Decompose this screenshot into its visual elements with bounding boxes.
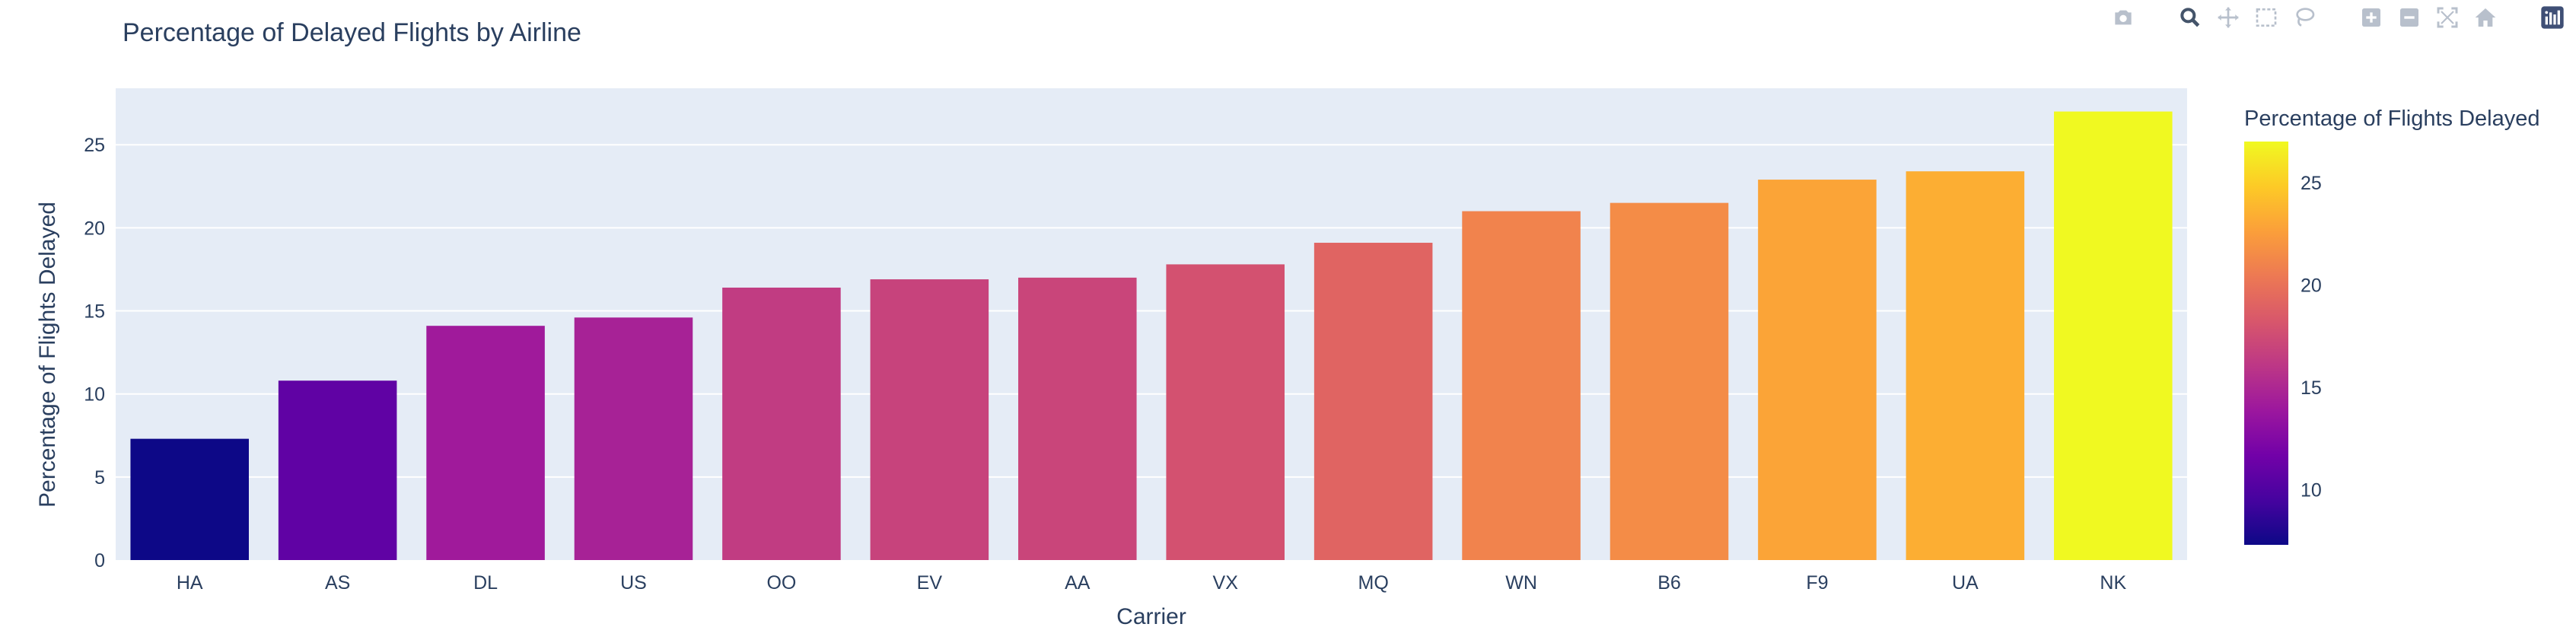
y-tick-label: 0: [94, 550, 105, 571]
bar-vx[interactable]: [1166, 264, 1285, 560]
y-tick-label: 25: [84, 135, 105, 156]
bar-ha[interactable]: [130, 438, 249, 560]
modebar: [2110, 5, 2565, 30]
y-tick-label: 15: [84, 301, 105, 323]
y-tick-label: 5: [94, 467, 105, 489]
bar-f9[interactable]: [1758, 180, 1877, 560]
colorbar-tick-label: 15: [2301, 377, 2322, 399]
x-tick-label: F9: [1806, 572, 1828, 594]
zoom-icon[interactable]: [2177, 5, 2203, 30]
x-tick-label: UA: [1952, 572, 1979, 594]
bar-dl[interactable]: [426, 326, 545, 560]
bar-oo[interactable]: [722, 287, 841, 560]
bar-ev[interactable]: [870, 279, 989, 560]
colorbar-tick-label: 25: [2301, 173, 2322, 194]
bar-ua[interactable]: [1906, 171, 2025, 561]
x-tick-label: HA: [177, 572, 203, 594]
bar-aa[interactable]: [1018, 277, 1137, 560]
x-tick-label: US: [620, 572, 647, 594]
x-tick-label: DL: [473, 572, 498, 594]
pan-icon[interactable]: [2215, 5, 2241, 30]
x-tick-label: MQ: [1358, 572, 1389, 594]
colorbar[interactable]: [2244, 142, 2288, 545]
y-tick-label: 20: [84, 218, 105, 239]
autoscale-icon[interactable]: [2434, 5, 2460, 30]
bar-mq[interactable]: [1313, 243, 1433, 560]
x-tick-label: AS: [325, 572, 350, 594]
colorbar-tick-label: 10: [2301, 479, 2322, 501]
y-tick-labels: 0 5 10 15 20 25: [84, 135, 105, 571]
bars: [130, 111, 2173, 561]
x-tick-label: OO: [766, 572, 796, 594]
x-tick-labels: HA AS DL US OO EV AA VX MQ WN B6 F9 UA NK: [177, 572, 2127, 594]
camera-icon[interactable]: [2110, 5, 2136, 30]
bar-as[interactable]: [278, 380, 397, 560]
y-axis-label: Percentage of Flights Delayed: [35, 202, 60, 508]
bar-us[interactable]: [574, 317, 693, 560]
x-tick-label: EV: [917, 572, 943, 594]
box-select-icon[interactable]: [2253, 5, 2279, 30]
colorbar-title: Percentage of Flights Delayed: [2244, 107, 2540, 131]
reset-axes-icon[interactable]: [2473, 5, 2498, 30]
x-tick-label: VX: [1213, 572, 1239, 594]
x-tick-label: NK: [2100, 572, 2126, 594]
bar-nk[interactable]: [2054, 111, 2173, 561]
lasso-icon[interactable]: [2291, 5, 2317, 30]
colorbar-tick-label: 20: [2301, 275, 2322, 296]
bar-wn[interactable]: [1462, 211, 1581, 560]
bar-b6[interactable]: [1610, 202, 1729, 560]
x-tick-label: AA: [1065, 572, 1091, 594]
plotly-logo-icon[interactable]: [2539, 5, 2565, 30]
x-axis-label: Carrier: [1116, 604, 1186, 629]
x-tick-label: B6: [1657, 572, 1681, 594]
chart-title: Percentage of Delayed Flights by Airline: [123, 18, 581, 47]
colorbar-tick-labels: 10 15 20 25: [2301, 173, 2322, 501]
x-tick-label: WN: [1505, 572, 1537, 594]
y-tick-label: 10: [84, 384, 105, 406]
zoom-in-icon[interactable]: [2358, 5, 2384, 30]
zoom-out-icon[interactable]: [2396, 5, 2422, 30]
